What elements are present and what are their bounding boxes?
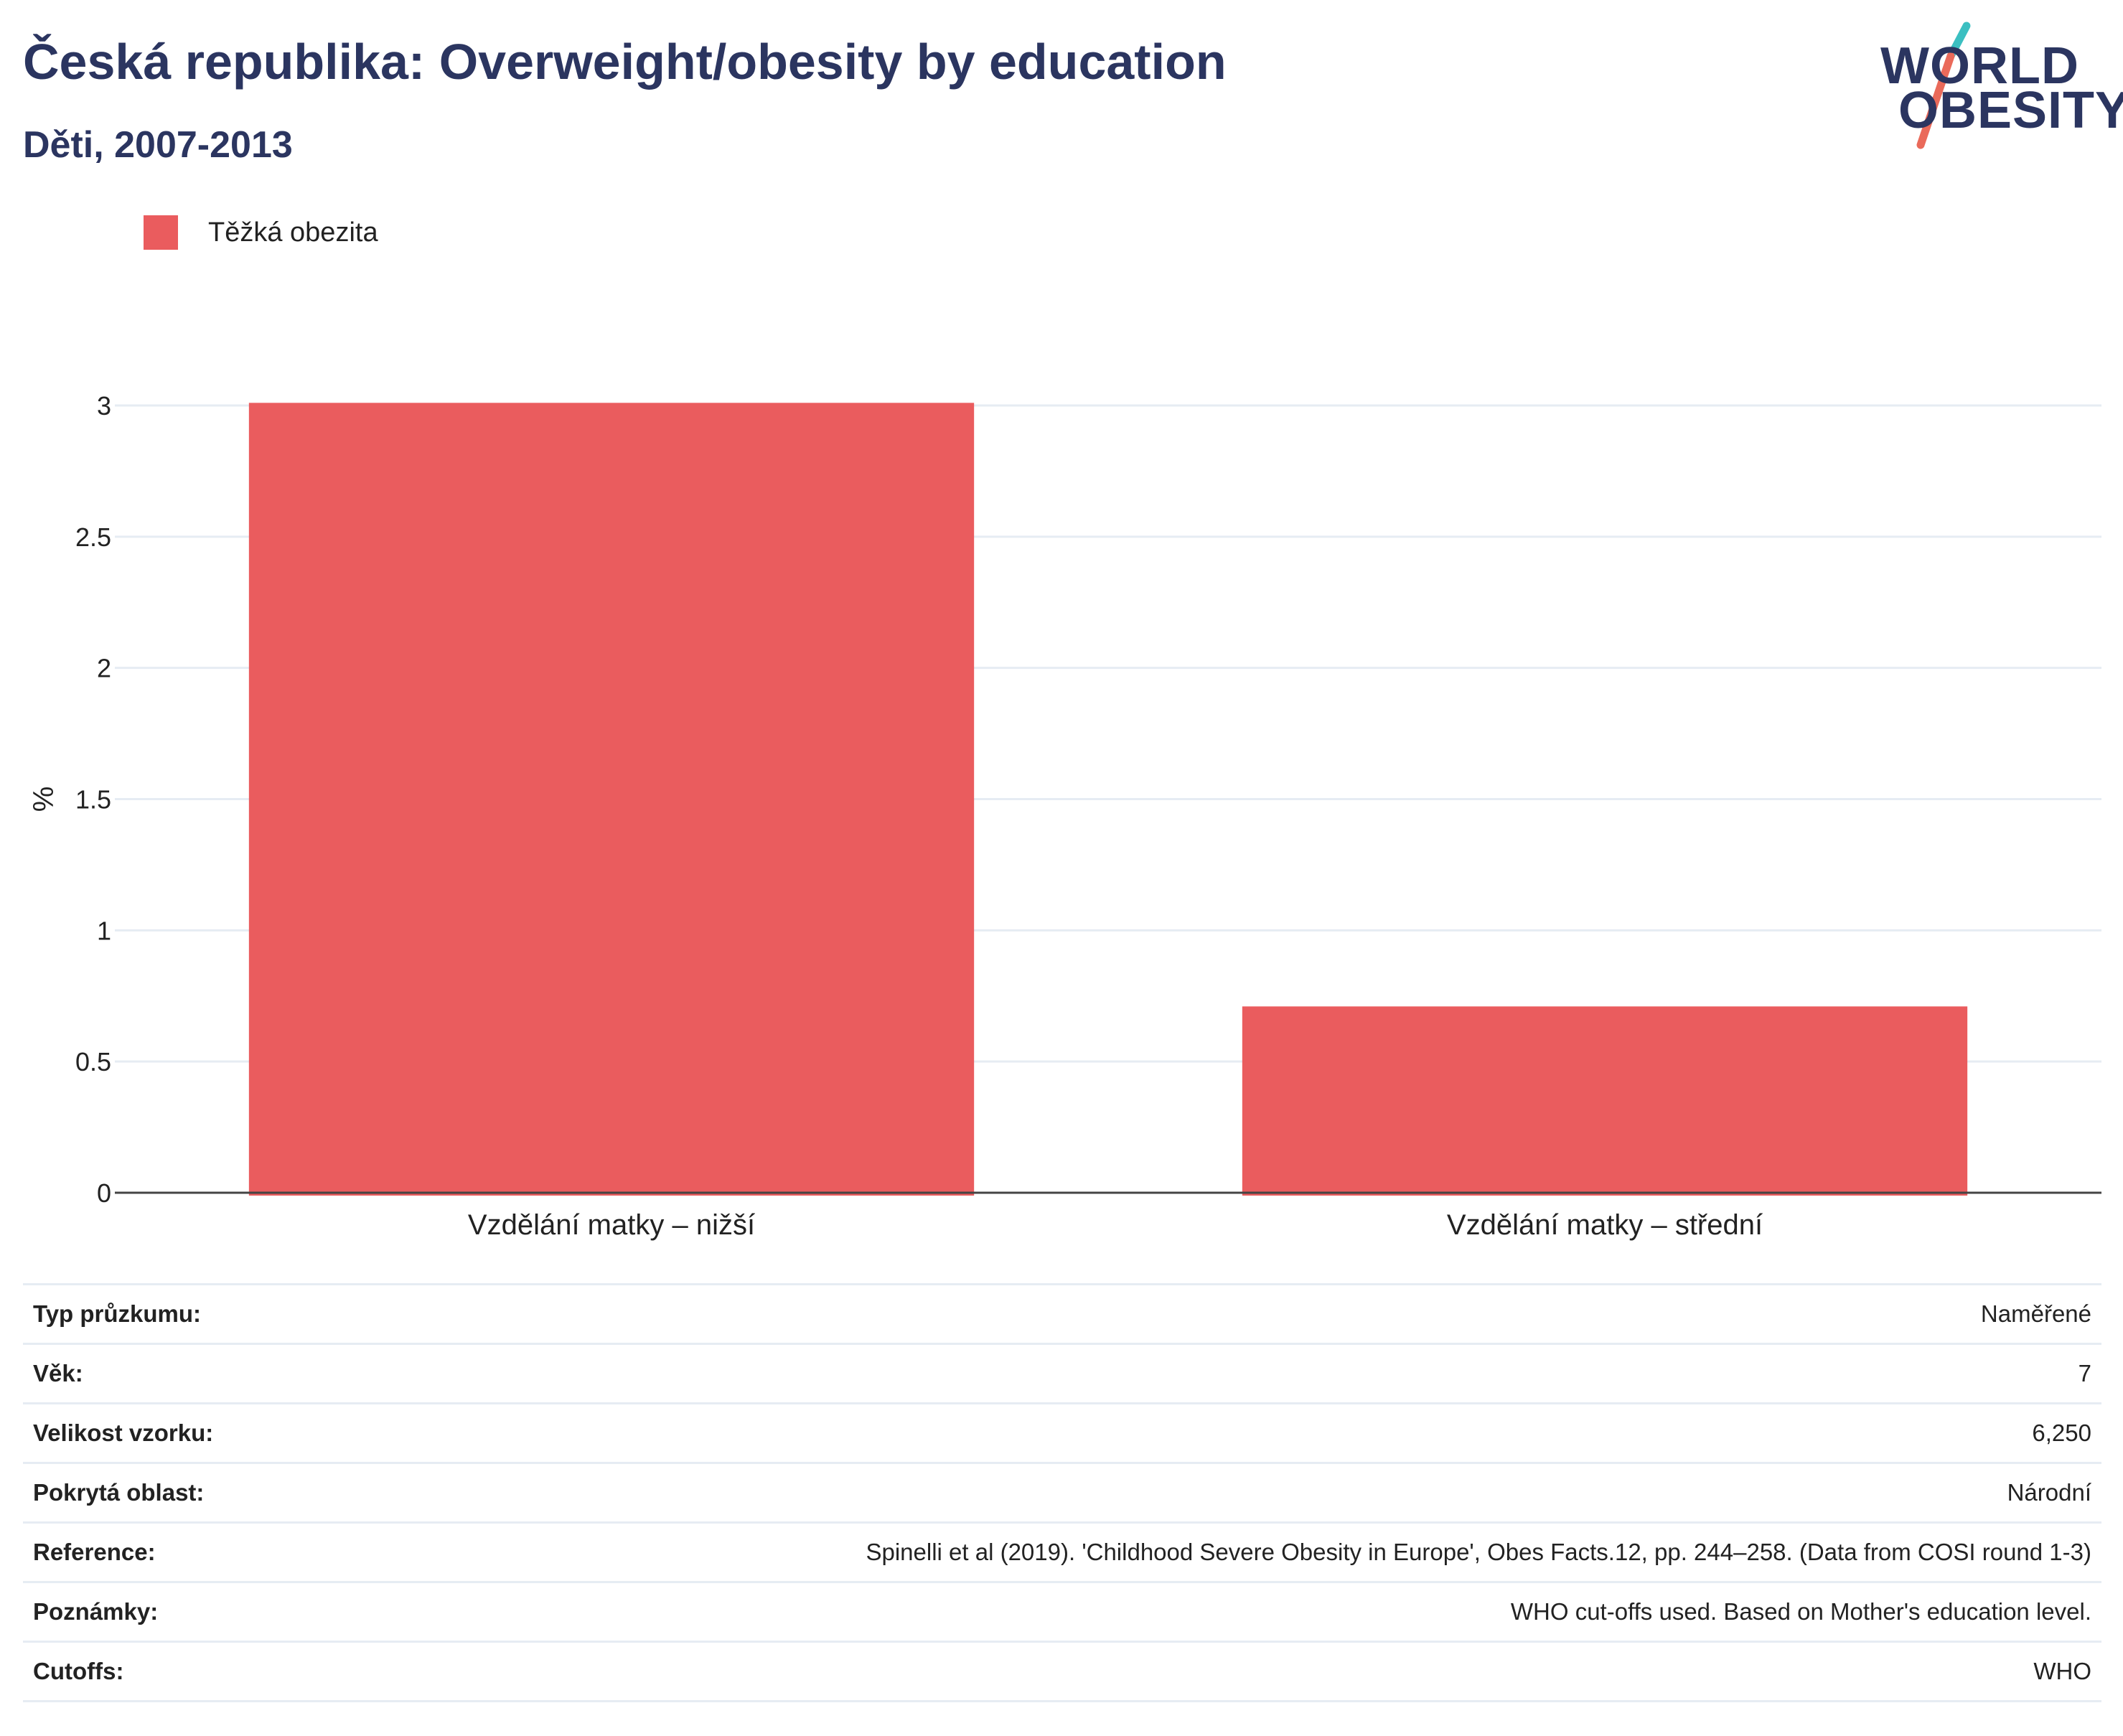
info-row: Velikost vzorku: 6,250 xyxy=(23,1403,2101,1463)
info-value: WHO xyxy=(2033,1658,2091,1684)
info-value: 6,250 xyxy=(2032,1420,2091,1446)
info-key: Velikost vzorku: xyxy=(33,1420,214,1446)
info-key: Pokrytá oblast: xyxy=(33,1479,205,1506)
y-tick-label: 2 xyxy=(97,654,111,683)
logo-slash-icon xyxy=(1916,22,1971,149)
info-row: Typ průzkumu: Naměřené xyxy=(23,1284,2101,1344)
info-row: Cutoffs: WHO xyxy=(23,1641,2101,1702)
info-value: Naměřené xyxy=(1980,1300,2091,1327)
info-value: Spinelli et al (2019). 'Childhood Severe… xyxy=(866,1539,2091,1565)
y-axis-title: % xyxy=(28,787,60,812)
x-category-label: Vzdělání matky – nižší xyxy=(468,1209,755,1241)
info-value: WHO cut-offs used. Based on Mother's edu… xyxy=(1510,1598,2091,1625)
info-key: Poznámky: xyxy=(33,1598,159,1625)
y-tick-label: 1.5 xyxy=(75,785,111,815)
info-key: Typ průzkumu: xyxy=(33,1300,202,1327)
bar xyxy=(1242,1006,1968,1196)
y-tick-label: 1 xyxy=(97,916,111,945)
info-value: 7 xyxy=(2078,1360,2091,1387)
y-tick-label: 0.5 xyxy=(75,1047,111,1076)
info-key: Cutoffs: xyxy=(33,1658,124,1684)
info-table: Typ průzkumu: Naměřené Věk: 7 Velikost vzork… xyxy=(23,1283,2101,1702)
y-tick-label: 0 xyxy=(97,1178,111,1208)
info-row: Reference: Spinelli et al (2019). 'Childh… xyxy=(23,1522,2101,1582)
y-tick-label: 2.5 xyxy=(75,522,111,552)
bar-chart: 0 0.5 1 1.5 2 2.5 3% Vzdělání matky – nižší Vzdě… xyxy=(28,391,2101,1241)
info-row: Poznámky: WHO cut-offs used. Based on Mot… xyxy=(23,1582,2101,1642)
bar xyxy=(248,403,975,1196)
y-tick-label: 3 xyxy=(97,391,111,421)
info-key: Reference: xyxy=(33,1539,156,1565)
legend-swatch xyxy=(144,215,178,250)
info-row: Věk: 7 xyxy=(23,1343,2101,1404)
chart-title: Česká republika: Overweight/obesity by e… xyxy=(23,34,1227,90)
x-category-label: Vzdělání matky – střední xyxy=(1447,1209,1763,1241)
world-obesity-logo: WORLD OBESITY xyxy=(1866,19,2123,155)
info-value: Národní xyxy=(2007,1479,2091,1506)
info-row: Pokrytá oblast: Národní xyxy=(23,1463,2101,1523)
logo-text-obesity: OBESITY xyxy=(1898,82,2123,139)
logo-text-world: WORLD xyxy=(1880,37,2079,95)
chart-subtitle: Děti, 2007-2013 xyxy=(23,124,293,166)
info-key: Věk: xyxy=(33,1360,83,1387)
legend: Těžká obezita xyxy=(144,214,378,251)
legend-label: Těžká obezita xyxy=(208,217,378,248)
